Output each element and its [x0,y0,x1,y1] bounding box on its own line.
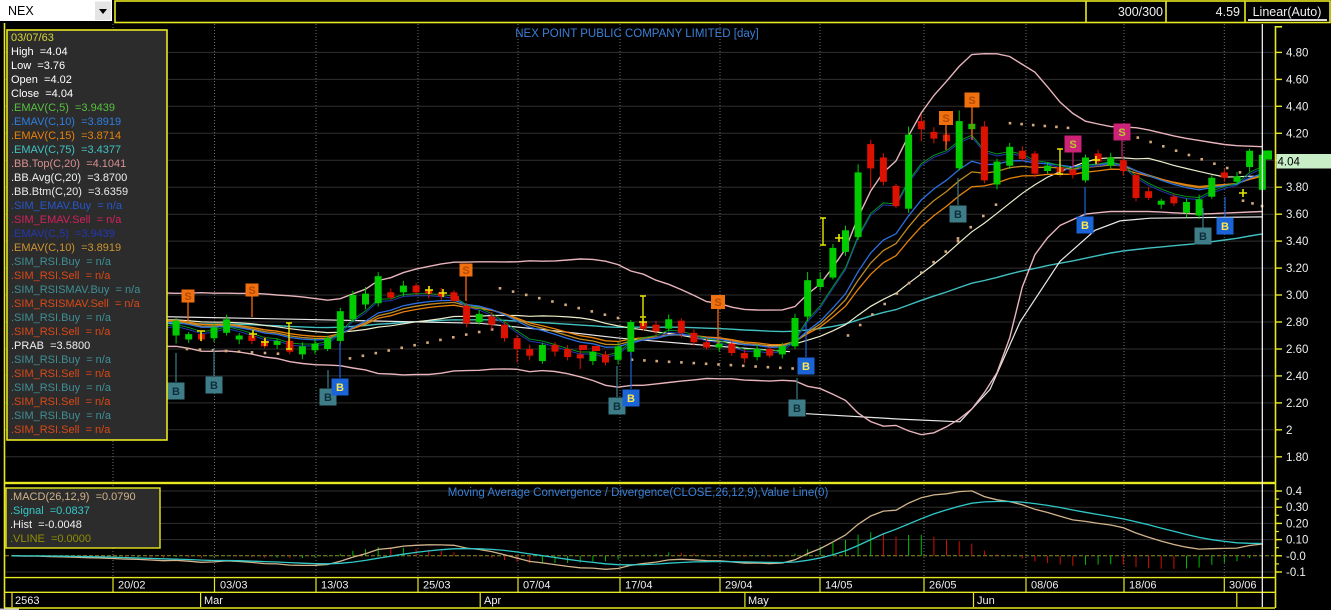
svg-text:B: B [613,401,621,413]
svg-text:2.40: 2.40 [1286,371,1308,383]
svg-text:.SIM_RSI.Buy = n/a: .SIM_RSI.Buy = n/a [11,354,112,366]
svg-text:4.60: 4.60 [1286,74,1308,86]
svg-text:.SIM_RSI.Buy = n/a: .SIM_RSI.Buy = n/a [11,382,112,394]
svg-text:B: B [1221,221,1229,233]
svg-text:0.30: 0.30 [1286,502,1308,514]
svg-text:NEX POINT PUBLIC COMPANY LIMIT: NEX POINT PUBLIC COMPANY LIMITED [day] [515,28,758,40]
svg-text:.SIM_RSI.Buy = n/a: .SIM_RSI.Buy = n/a [11,312,112,324]
svg-text:4.80: 4.80 [1286,47,1308,59]
svg-text:S: S [942,113,949,125]
svg-text:B: B [172,386,180,398]
svg-text:Low =3.76: Low =3.76 [11,60,65,72]
svg-text:S: S [184,291,191,303]
svg-text:S: S [968,95,975,107]
svg-text:.BB.Avg(C,20) =3.8700: .BB.Avg(C,20) =3.8700 [11,172,127,184]
svg-text:.SIM_EMAV.Sell = n/a: .SIM_EMAV.Sell = n/a [11,214,122,226]
svg-text:.MACD(26,12,9) =0.0790: .MACD(26,12,9) =0.0790 [10,491,136,503]
svg-text:Linear(Auto): Linear(Auto) [1253,5,1322,19]
svg-text:20/02: 20/02 [118,580,146,592]
svg-text:B: B [1199,231,1207,243]
svg-text:.SIM_EMAV.Buy = n/a: .SIM_EMAV.Buy = n/a [11,200,123,212]
svg-text:.SIM_RSISMAV.Buy = n/a: .SIM_RSISMAV.Buy = n/a [11,284,141,296]
svg-text:High =4.04: High =4.04 [11,46,68,58]
svg-text:.SIM_RSISMAV.Sell = n/a: .SIM_RSISMAV.Sell = n/a [11,298,141,310]
svg-text:.SIM_RSI.Sell = n/a: .SIM_RSI.Sell = n/a [11,368,111,380]
svg-text:.EMAV(C,5) =3.9439: .EMAV(C,5) =3.9439 [11,102,115,114]
svg-text:300/300: 300/300 [1118,5,1163,19]
svg-text:.EMAV(C,15) =3.8714: .EMAV(C,15) =3.8714 [11,130,121,142]
svg-text:0.4: 0.4 [1286,486,1303,498]
svg-text:NEX: NEX [8,4,34,18]
svg-text:2: 2 [1286,425,1292,437]
svg-text:.EMAV(C,5) =3.9439: .EMAV(C,5) =3.9439 [11,228,115,240]
svg-text:S: S [248,285,255,297]
svg-text:26/05: 26/05 [929,580,957,592]
svg-text:Jun: Jun [977,595,995,607]
svg-text:B: B [627,393,635,405]
svg-text:B: B [793,403,801,415]
svg-text:.EMAV(C,10) =3.8919: .EMAV(C,10) =3.8919 [11,242,121,254]
svg-text:B: B [210,380,218,392]
svg-text:3.80: 3.80 [1286,182,1308,194]
svg-text:17/04: 17/04 [625,580,653,592]
svg-text:Open =4.02: Open =4.02 [11,74,72,86]
svg-text:S: S [1069,139,1076,151]
svg-text:.BB.Btm(C,20) =3.6359: .BB.Btm(C,20) =3.6359 [11,186,128,198]
svg-text:-0.1: -0.1 [1286,567,1306,579]
svg-text:.SIM_RSI.Sell = n/a: .SIM_RSI.Sell = n/a [11,326,111,338]
svg-text:4.20: 4.20 [1286,128,1308,140]
svg-text:25/03: 25/03 [423,580,451,592]
svg-text:07/04: 07/04 [523,580,551,592]
svg-text:1.80: 1.80 [1286,452,1308,464]
svg-text:-0.0: -0.0 [1286,551,1306,563]
svg-text:.SIM_RSI.Sell = n/a: .SIM_RSI.Sell = n/a [11,270,111,282]
svg-text:13/03: 13/03 [321,580,349,592]
svg-text:4.59: 4.59 [1216,5,1240,19]
svg-text:S: S [1118,127,1125,139]
svg-text:03/07/63: 03/07/63 [11,32,54,44]
svg-text:S: S [714,297,721,309]
svg-text:.SIM_RSI.Sell = n/a: .SIM_RSI.Sell = n/a [11,424,111,436]
svg-text:Apr: Apr [484,595,501,607]
svg-text:B: B [336,382,344,394]
svg-text:.VLINE =0.0000: .VLINE =0.0000 [10,533,91,545]
svg-text:.EMAV(C,10) =3.8919: .EMAV(C,10) =3.8919 [11,116,121,128]
svg-text:May: May [748,595,769,607]
svg-text:0.20: 0.20 [1286,518,1308,530]
svg-text:3.40: 3.40 [1286,236,1308,248]
svg-text:.SIM_RSI.Sell = n/a: .SIM_RSI.Sell = n/a [11,396,111,408]
svg-text:2.20: 2.20 [1286,398,1308,410]
svg-text:2.80: 2.80 [1286,317,1308,329]
svg-text:.Hist =-0.0048: .Hist =-0.0048 [10,519,82,531]
svg-text:4.40: 4.40 [1286,101,1308,113]
svg-text:Moving Average Convergence / D: Moving Average Convergence / Divergence(… [448,487,829,499]
svg-text:Mar: Mar [204,595,223,607]
svg-text:B: B [802,361,810,373]
svg-text:14/05: 14/05 [825,580,853,592]
svg-text:.Signal =0.0837: .Signal =0.0837 [10,505,90,517]
svg-text:18/06: 18/06 [1129,580,1157,592]
svg-text:2563: 2563 [15,595,39,607]
svg-text:08/06: 08/06 [1031,580,1059,592]
svg-text:.SIM_RSI.Buy = n/a: .SIM_RSI.Buy = n/a [11,410,112,422]
svg-text:B: B [954,209,962,221]
svg-text:B: B [324,392,332,404]
svg-text:4.04: 4.04 [1278,157,1301,169]
svg-text:3.20: 3.20 [1286,263,1308,275]
svg-text:30/06: 30/06 [1229,580,1257,592]
svg-text:3.60: 3.60 [1286,209,1308,221]
svg-text:03/03: 03/03 [220,580,248,592]
svg-text:B: B [1081,220,1089,232]
svg-text:.EMAV(C,75) =3.4377: .EMAV(C,75) =3.4377 [11,144,121,156]
svg-text:.BB.Top(C,20) =4.1041: .BB.Top(C,20) =4.1041 [11,158,126,170]
svg-text:29/04: 29/04 [725,580,753,592]
svg-text:S: S [462,265,469,277]
svg-text:Close =4.04: Close =4.04 [11,88,73,100]
svg-text:3.00: 3.00 [1286,290,1308,302]
svg-text:2.60: 2.60 [1286,344,1308,356]
svg-text:.SIM_RSI.Buy = n/a: .SIM_RSI.Buy = n/a [11,256,112,268]
svg-text:0.10: 0.10 [1286,535,1308,547]
svg-text:.PRAB =3.5800: .PRAB =3.5800 [11,340,90,352]
